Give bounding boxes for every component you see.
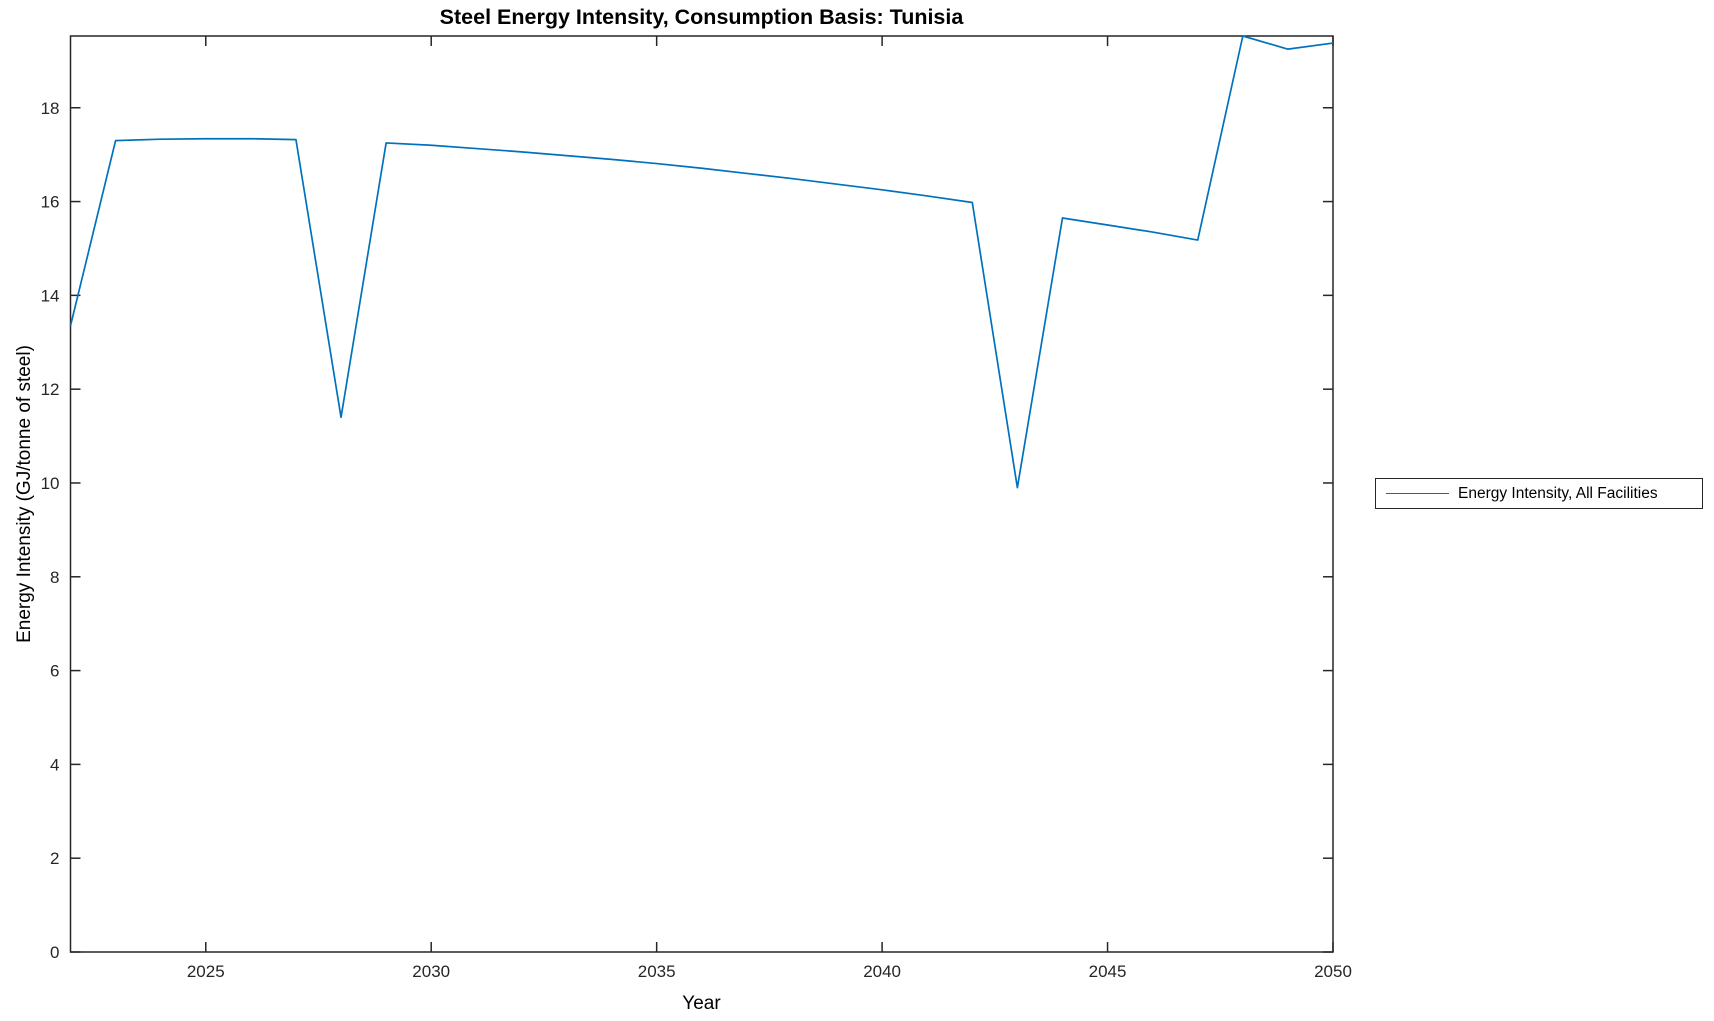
y-tick-label: 2 — [50, 849, 59, 868]
axes-box — [69, 35, 1334, 953]
legend-label: Energy Intensity, All Facilities — [1458, 484, 1658, 502]
x-tick-label: 2035 — [638, 962, 676, 981]
y-tick-label: 16 — [41, 193, 60, 212]
legend: Energy Intensity, All Facilities — [1375, 478, 1703, 509]
y-tick-label: 0 — [50, 943, 59, 962]
y-tick-label: 6 — [50, 662, 59, 681]
x-tick-label: 2040 — [863, 962, 901, 981]
chart-title: Steel Energy Intensity, Consumption Basi… — [439, 5, 964, 29]
x-axis-label: Year — [682, 993, 721, 1014]
legend-line-sample-icon — [1386, 493, 1449, 494]
y-tick-label: 14 — [41, 286, 60, 305]
y-tick-label: 10 — [41, 474, 60, 493]
y-tick-label: 18 — [41, 99, 60, 118]
y-tick-label: 4 — [50, 755, 59, 774]
x-tick-label: 2050 — [1314, 962, 1352, 981]
energy-intensity-line — [69, 35, 1334, 489]
x-tick-label: 2025 — [187, 962, 225, 981]
y-tick-label: 12 — [41, 380, 60, 399]
x-tick-label: 2030 — [412, 962, 450, 981]
y-tick-label: 8 — [50, 568, 59, 587]
x-tick-label: 2045 — [1089, 962, 1127, 981]
